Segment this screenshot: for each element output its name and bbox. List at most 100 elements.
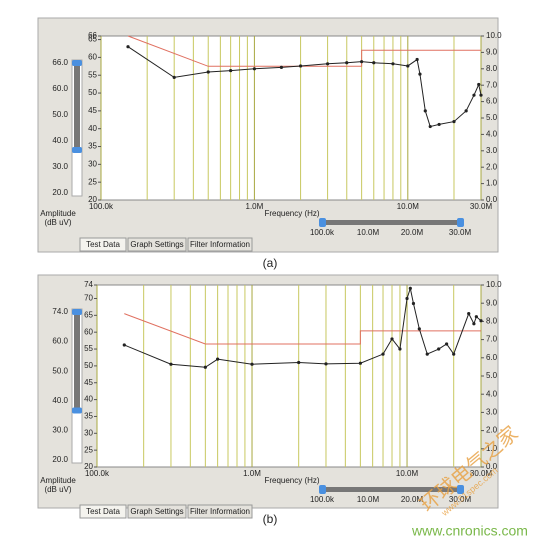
data-point [229,68,233,73]
y-tick-label: 60 [88,53,97,62]
x-tick-label: 30.0M [470,469,493,478]
tab[interactable] [79,237,127,252]
data-point [298,64,303,68]
y-tick-label: 45 [84,378,93,387]
slider-range [74,64,80,149]
slider-handle [72,60,82,66]
x-tick-label: 10.0M [396,469,419,478]
data-point [418,72,422,76]
y-tick-label: 35 [88,142,97,151]
slider-handle [72,147,82,154]
y-tick-label: 25 [88,177,97,186]
range-handle [457,485,464,494]
data-point [408,286,412,290]
range-label: 100.0k [310,495,335,504]
data-point [324,362,328,366]
data-point [390,337,394,341]
y2-tick-label: 7.0 [486,335,498,344]
data-point [452,352,456,356]
y-tick-label: 25 [84,445,93,454]
data-point [428,124,432,129]
amplitude-label: Amplitude [40,476,76,485]
tab[interactable] [127,237,187,252]
tab[interactable] [79,504,127,519]
data-point [381,352,385,356]
tab[interactable] [187,237,253,252]
data-point [437,122,441,127]
y2-tick-label: 6.0 [486,353,498,362]
y-tick-label: 50 [88,88,97,97]
tab-label: Filter Information [190,507,250,516]
range-handle [319,218,326,227]
y2-tick-label: 0.0 [486,462,498,471]
data-point [372,61,376,65]
data-point [417,327,421,331]
slider-handle [72,309,82,315]
data-point [126,45,130,49]
y-tick-label: 66 [88,31,97,40]
x-tick-label: 30.0M [470,202,493,211]
slider-label: 74.0 [52,307,68,316]
data-point [437,347,441,351]
amplitude-label: Amplitude [40,209,76,218]
y2-tick-label: 8.0 [486,317,498,326]
y-tick-label: 30 [88,159,97,168]
tab[interactable] [187,504,253,519]
y2-tick-label: 1.0 [486,444,498,453]
range-label: 20.0M [401,495,424,504]
slider-label: 20.0 [52,188,68,197]
range-slider [322,220,462,225]
amplitude-unit: (dB uV) [44,218,71,227]
y-tick-label: 40 [88,124,97,133]
y-tick-label: 70 [84,294,93,303]
slider-label: 66.0 [52,58,68,67]
x-tick-label: 1.0M [243,469,261,478]
y-tick-label: 20 [84,462,93,471]
y2-tick-label: 1.0 [486,179,498,188]
y-tick-label: 50 [84,361,93,370]
tab-label: Test Data [86,240,120,249]
y-tick-label: 45 [88,106,97,115]
x-tick-label: 1.0M [246,202,264,211]
series-line [124,313,481,345]
data-point [405,296,409,301]
tab-label: Test Data [86,507,120,516]
data-point [122,343,126,347]
y2-tick-label: 6.0 [486,97,498,106]
y2-tick-label: 0.0 [486,195,498,204]
data-point [479,319,483,323]
y-tick-label: 55 [84,344,93,353]
y2-tick-label: 9.0 [486,48,498,57]
range-label: 10.0M [357,495,380,504]
y2-tick-label: 7.0 [486,80,498,89]
y2-tick-label: 4.0 [486,130,498,139]
data-point [467,312,471,316]
data-point [445,342,449,346]
x-tick-label: 10.0M [397,202,420,211]
slider-label: 50.0 [52,366,68,375]
y-tick-label: 35 [84,412,93,421]
x-axis-label: Frequency (Hz) [264,476,319,485]
tab[interactable] [127,504,187,519]
data-point [472,93,476,97]
y2-tick-label: 3.0 [486,146,498,155]
y-tick-label: 74 [84,280,93,289]
data-point [250,362,254,366]
data-point [452,119,456,124]
plot-area [100,35,482,201]
slider-label: 40.0 [52,136,68,145]
y-tick-label: 40 [84,395,93,404]
x-axis-label: Frequency (Hz) [264,209,319,218]
y2-tick-label: 8.0 [486,64,498,73]
slider-label: 60.0 [52,84,68,93]
data-point [169,362,173,366]
data-point [203,365,207,369]
slider-label: 40.0 [52,396,68,405]
figure-caption: (b) [263,512,278,526]
y2-tick-label: 5.0 [486,113,498,122]
data-point [398,347,402,351]
range-label: 30.0M [449,228,472,237]
data-point [415,57,419,62]
